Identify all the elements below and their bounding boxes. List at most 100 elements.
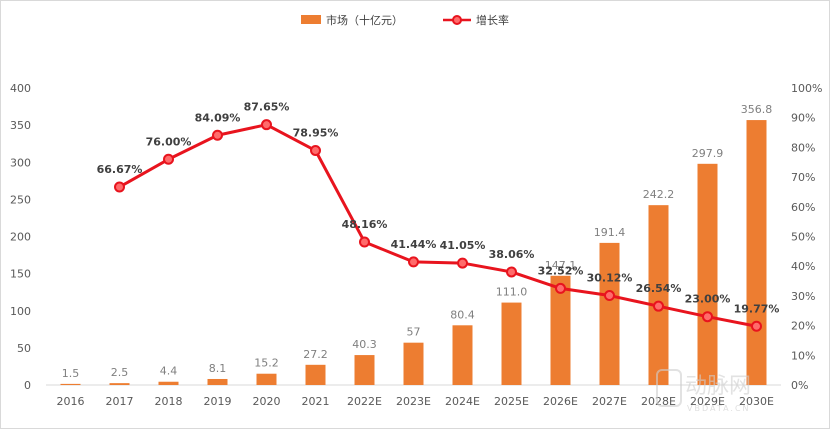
- legend: 市场（十亿元） 增长率: [301, 13, 509, 27]
- bar-data-label: 27.2: [303, 348, 328, 361]
- y-right-tick-label: 50%: [791, 231, 815, 244]
- y-left-tick-label: 150: [10, 268, 31, 281]
- legend-bar-swatch: [301, 15, 321, 24]
- bar-data-label: 191.4: [594, 226, 626, 239]
- bar: [305, 364, 326, 385]
- bar-labels: 1.5 2.5 4.4 8.1 15.2 27.2 40.3 57 80.4 111.0 147.1…: [62, 103, 773, 380]
- growth-line: [114, 119, 762, 332]
- bar: [697, 163, 718, 385]
- y-left-tick-label: 350: [10, 119, 31, 132]
- bar-data-label: 4.4: [160, 365, 178, 378]
- bar: [207, 378, 228, 385]
- growth-rate-label: 38.06%: [489, 248, 535, 261]
- bar: [403, 342, 424, 385]
- growth-rate-point: [114, 181, 125, 193]
- bar: [452, 325, 473, 385]
- growth-rate-point: [310, 145, 321, 157]
- growth-rate-point: [555, 282, 566, 294]
- growth-rate-point: [604, 290, 615, 302]
- growth-rate-point: [702, 311, 713, 323]
- y-left-tick-label: 250: [10, 193, 31, 206]
- bar: [109, 383, 130, 385]
- bar-data-label: 356.8: [741, 103, 773, 116]
- bar-data-label: 15.2: [254, 357, 279, 370]
- bar-data-label: 57: [407, 326, 421, 339]
- legend-bar-label: 市场（十亿元）: [326, 13, 403, 27]
- bar: [599, 242, 620, 385]
- growth-labels: 66.67% 76.00%84.09%87.65%78.95% 48.16%41.4…: [97, 101, 780, 316]
- growth-rate-point: [408, 256, 419, 268]
- legend-line-label: 增长率: [476, 13, 509, 27]
- bar-data-label: 242.2: [643, 188, 675, 201]
- growth-rate-line: [118, 123, 757, 328]
- bar: [256, 373, 277, 385]
- x-tick-label: 2030E: [739, 395, 774, 408]
- bar: [501, 302, 522, 385]
- growth-rate-point: [163, 153, 174, 165]
- bar-data-label: 111.0: [496, 286, 528, 299]
- growth-rate-point: [212, 129, 223, 141]
- x-tick-label: 2020: [253, 395, 281, 408]
- growth-rate-point: [653, 300, 664, 312]
- y-left-tick-label: 100: [10, 305, 31, 318]
- y-right-tick-label: 90%: [791, 112, 815, 125]
- growth-rate-label: 26.54%: [636, 282, 682, 295]
- bar: [60, 383, 81, 385]
- bar: [354, 355, 375, 385]
- y-right-tick-label: 0%: [791, 379, 808, 392]
- growth-rate-point: [359, 236, 370, 248]
- growth-rate-label: 76.00%: [146, 135, 192, 148]
- growth-rate-label: 66.67%: [97, 163, 143, 176]
- y-right-tick-label: 60%: [791, 201, 815, 214]
- bar-data-label: 2.5: [111, 366, 129, 379]
- bar-data-label: 147.1: [545, 259, 577, 272]
- growth-rate-label: 30.12%: [587, 272, 633, 285]
- growth-rate-point: [751, 320, 762, 332]
- bar-data-label: 40.3: [352, 338, 377, 351]
- y-left-tick-label: 0: [24, 379, 31, 392]
- axes: 0 50 100 150 200 250 300 350 400 0% 10% 20% 30% 40% 50…: [10, 82, 822, 408]
- x-tick-label: 2029E: [690, 395, 725, 408]
- y-left-tick-label: 300: [10, 156, 31, 169]
- y-right-tick-label: 80%: [791, 141, 815, 154]
- y-right-tick-label: 40%: [791, 260, 815, 273]
- legend-line-marker: [452, 15, 462, 25]
- x-tick-label: 2024E: [445, 395, 480, 408]
- y-left-tick-label: 400: [10, 82, 31, 95]
- growth-rate-label: 41.44%: [391, 238, 437, 251]
- bar: [158, 381, 179, 385]
- watermark-url: VBDATA.CN: [687, 404, 751, 413]
- growth-rate-label: 84.09%: [195, 111, 241, 124]
- growth-rate-label: 48.16%: [342, 218, 388, 231]
- bars: [60, 120, 767, 386]
- x-tick-label: 2023E: [396, 395, 431, 408]
- x-tick-label: 2018: [155, 395, 183, 408]
- y-right-tick-label: 100%: [791, 82, 822, 95]
- bar-data-label: 1.5: [62, 367, 80, 380]
- bar-data-label: 297.9: [692, 147, 724, 160]
- x-tick-label: 2016: [57, 395, 85, 408]
- growth-rate-label: 78.95%: [293, 127, 339, 140]
- growth-rate-point: [261, 119, 272, 131]
- growth-rate-label: 23.00%: [685, 293, 731, 306]
- y-right-tick-label: 20%: [791, 320, 815, 333]
- bar: [746, 120, 767, 386]
- y-right-tick-label: 30%: [791, 290, 815, 303]
- y-left-tick-label: 200: [10, 231, 31, 244]
- bar: [550, 275, 571, 385]
- x-tick-label: 2025E: [494, 395, 529, 408]
- x-tick-label: 2022E: [347, 395, 382, 408]
- bar: [648, 205, 669, 385]
- growth-rate-label: 87.65%: [244, 101, 290, 114]
- bar-data-label: 8.1: [209, 362, 227, 375]
- growth-rate-label: 41.05%: [440, 239, 486, 252]
- growth-rate-label: 32.52%: [538, 264, 584, 277]
- x-tick-label: 2028E: [641, 395, 676, 408]
- y-right-tick-label: 70%: [791, 171, 815, 184]
- bar-data-label: 80.4: [450, 308, 475, 321]
- watermark-logo-text: 动脉网: [685, 374, 751, 399]
- y-left-tick-label: 50: [17, 342, 31, 355]
- x-tick-label: 2026E: [543, 395, 578, 408]
